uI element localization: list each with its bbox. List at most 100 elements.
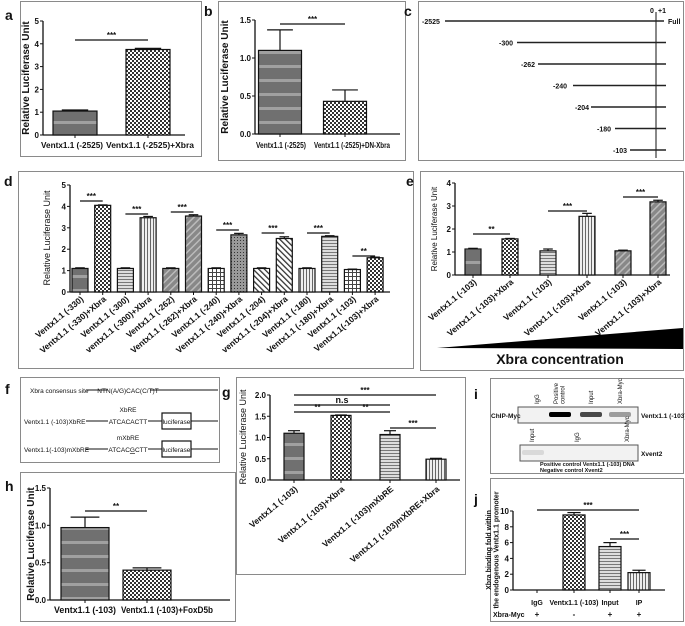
y-tick-label: 10 (500, 507, 509, 516)
panel-label-c: c (404, 3, 412, 19)
y-tick-label: 4 (447, 179, 452, 188)
bar (614, 250, 632, 276)
lane-label: Input (530, 428, 536, 442)
y-tick-label: 0.5 (255, 455, 267, 464)
significance-label: *** (314, 224, 324, 233)
gel-2 (519, 444, 639, 462)
y-tick-label: 2.0 (255, 391, 267, 400)
y-tick-label: 8 (505, 523, 510, 532)
bar (649, 201, 667, 276)
bar (501, 238, 519, 276)
significance-label: ** (362, 403, 369, 412)
construct-label: -103 (613, 148, 627, 155)
construct-name: Ventx1.1(-103)mXbRE (24, 447, 90, 454)
y-tick-label: 2 (505, 570, 510, 579)
y-tick-label: 1 (35, 108, 40, 117)
bar (139, 217, 157, 293)
panel-label-h: h (5, 478, 14, 494)
construct-name: Xbra consensus site (30, 388, 89, 395)
significance-label: *** (132, 205, 142, 214)
row-label: Xbra-Myc (493, 612, 525, 619)
lane-label: Xbra-Myc (625, 416, 631, 442)
significance-label: *** (223, 221, 233, 230)
gel-right-label: Xvent2 (641, 451, 663, 458)
y-tick-label: 1 (447, 248, 452, 257)
y-tick-label: 4 (62, 202, 67, 211)
significance-label: ** (314, 403, 321, 412)
y-tick-label: 0 (447, 271, 452, 280)
significance-label: *** (107, 31, 117, 40)
y-tick-label: 5 (35, 17, 40, 26)
significance-label: ** (113, 502, 120, 511)
significance-label: *** (177, 203, 187, 212)
mutated-base: G (130, 447, 135, 454)
bar (207, 267, 225, 293)
promoter-deletion-map: 0 +1 -2525 Full -300 -262 -240 -204 -180 -103 (422, 8, 680, 158)
y-axis-label: Relative Luciferase Unit (220, 20, 231, 134)
y-tick-label: 0.0 (240, 130, 252, 139)
concentration-gradient-triangle (437, 328, 683, 349)
gel-band (580, 412, 602, 417)
y-tick-label: 1.0 (35, 521, 47, 530)
bar (298, 267, 316, 293)
lane-label: Input (589, 390, 595, 404)
y-tick-label: 4 (505, 554, 510, 563)
panel-label-g: g (222, 384, 231, 400)
panel-label-d: d (4, 173, 13, 189)
sequence-prefix: ATCAC (108, 447, 130, 454)
panel-i-frame (490, 378, 684, 474)
bar (94, 204, 112, 293)
panel-b-frame (218, 1, 406, 161)
bar (162, 267, 180, 293)
bar (578, 215, 596, 276)
bar (321, 235, 339, 293)
marker-zero: 0 (650, 8, 654, 15)
y-tick-label: 0.5 (35, 559, 47, 568)
chart-panel-b: 0.0 0.5 1.0 1.5 Relative Luciferase Unit Vent… (220, 15, 400, 150)
x-tick-label: IP (636, 600, 643, 607)
significance-label: *** (563, 202, 573, 211)
significance-label: ** (361, 247, 368, 256)
lane-label-line: control (561, 386, 567, 404)
y-tick-label: 6 (505, 539, 510, 548)
reporter-label: luciferase (163, 447, 191, 454)
significance-label: *** (583, 501, 593, 510)
y-tick-label: 1.5 (255, 412, 267, 421)
chip-gel: IgG Positivecontrol Input Xbra-Myc ChIP-Myc V… (491, 378, 685, 474)
x-axis-label: Xbra concentration (496, 351, 624, 367)
bar (71, 267, 89, 293)
significance-label: *** (360, 386, 370, 395)
lane-label: Positivecontrol (554, 382, 567, 404)
y-tick-label: 5 (62, 181, 67, 190)
row-value: + (608, 610, 613, 619)
bar (598, 545, 622, 591)
sequence-suffix: CTT (135, 447, 148, 454)
bar (330, 414, 352, 481)
x-tick-label: Ventx1.1 (-103)+FoxD5b (121, 605, 213, 615)
panel-label-f: f (5, 381, 10, 397)
x-tick-label: Ventx1.1 (-103) (549, 600, 598, 607)
reporter-label: luciferase (163, 419, 191, 426)
bar (122, 569, 172, 601)
panel-g-frame (236, 377, 466, 575)
y-tick-label: 2 (35, 85, 40, 94)
gel-band (549, 412, 571, 417)
panel-d-frame (18, 171, 414, 369)
construct-label: -180 (597, 127, 611, 134)
panel-label-e: e (406, 173, 414, 189)
panel-label-a: a (5, 7, 13, 23)
y-tick-label: 1.0 (255, 434, 267, 443)
site-title: XbRE (120, 407, 138, 414)
panel-e-frame (420, 171, 684, 371)
panel-label-b: b (204, 3, 213, 19)
bar (283, 432, 305, 481)
x-tick-label: Input (601, 600, 619, 607)
row-value: + (637, 610, 642, 619)
gel-band (609, 412, 631, 417)
x-tick-label: Ventx1.1 (-103) (247, 484, 299, 530)
construct-label: -2525 (422, 19, 440, 26)
